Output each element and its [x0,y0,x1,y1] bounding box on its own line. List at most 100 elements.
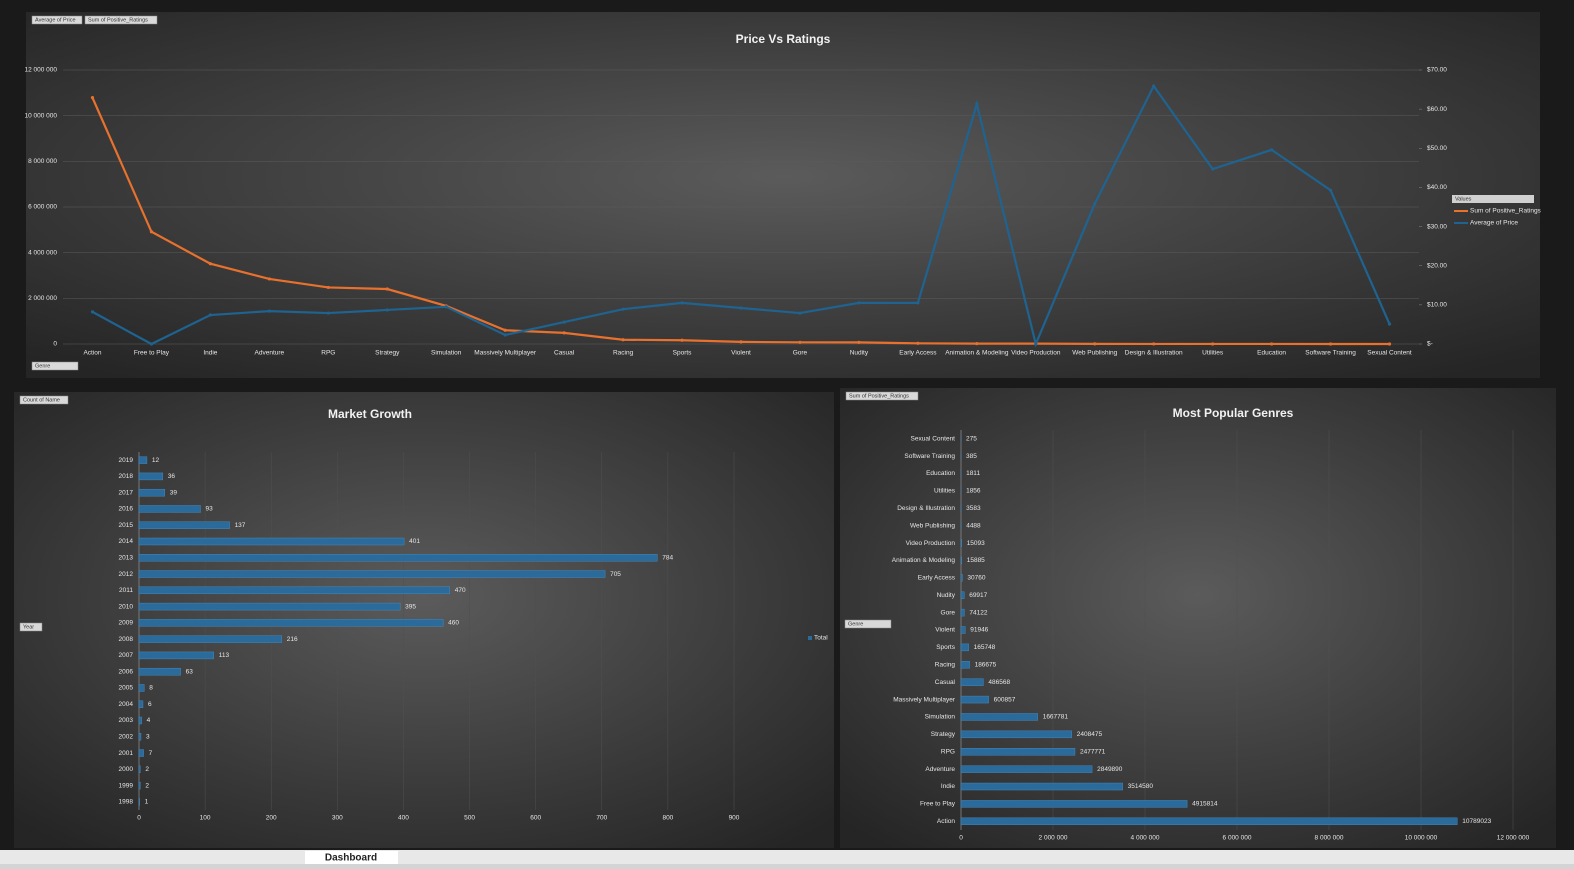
x-tick-label: Design & Illustration [1125,350,1183,357]
data-point [209,313,212,316]
data-point [327,286,330,289]
data-label: 3583 [966,505,981,512]
y2-tick-label: $70.00 [1427,67,1447,74]
data-point [1270,148,1273,151]
bar [139,473,163,480]
field-button-label[interactable]: Sum of Positive_Ratings [88,17,148,23]
data-point [1329,342,1332,345]
bar [961,800,1187,807]
x-tick-label: 400 [398,815,409,822]
y-tick-label: 2018 [119,473,134,480]
y-tick-label: 2005 [119,685,134,692]
data-label: 93 [205,506,213,513]
y-tick-label: Sports [936,644,956,651]
x-tick-label: 800 [662,815,673,822]
y-tick-label: Nudity [937,592,956,599]
data-point [563,320,566,323]
y-tick-label: 2016 [119,506,134,513]
y-tick-label: Racing [935,662,956,669]
data-point [268,310,271,313]
bar [139,701,143,708]
y-tick-label: 2012 [119,571,134,578]
bar [961,766,1092,773]
y-tick-label: 2000 [119,766,134,773]
y-tick-label: 2002 [119,733,134,740]
field-button-label[interactable]: Genre [35,363,50,369]
y-tick-label: 12 000 000 [24,67,57,74]
x-tick-label: Sports [673,350,693,357]
y-tick-label: Design & Illustration [897,505,955,512]
field-button-label[interactable]: Genre [848,621,863,627]
x-tick-label: Action [83,350,101,357]
x-tick-label: Strategy [375,350,400,357]
legend-swatch [808,636,812,640]
data-label: 39 [170,489,178,496]
y-tick-label: Adventure [925,766,955,773]
bar [961,627,965,634]
y-tick-label: 0 [53,341,57,348]
data-label: 74122 [969,609,987,616]
data-label: 2408475 [1077,731,1103,738]
data-point [1211,342,1214,345]
y-tick-label: Web Publishing [910,522,955,529]
x-tick-label: Nudity [850,350,869,357]
legend-label: Total [814,635,828,642]
x-tick-label: Video Production [1011,350,1061,357]
data-point [975,342,978,345]
bar [139,619,443,626]
data-point [1093,202,1096,205]
y-tick-label: 2 000 000 [28,295,57,302]
bar [139,733,141,740]
data-point [150,342,153,345]
field-button-label[interactable]: Count of Name [23,397,60,403]
sheet-tab-label[interactable]: Dashboard [325,853,377,864]
chart-title: Price Vs Ratings [736,32,831,46]
bar [139,538,404,545]
y-tick-label: Utilities [934,488,956,495]
y-tick-label: Indie [941,783,955,790]
x-tick-label: Free to Play [134,350,170,357]
data-point [975,102,978,105]
data-label: 7 [149,750,153,757]
data-label: 600857 [994,696,1016,703]
data-label: 460 [448,620,459,627]
y2-tick-label: $10.00 [1427,302,1447,309]
field-button-label[interactable]: Average of Price [35,17,76,23]
data-point [386,287,389,290]
y-tick-label: 2013 [119,554,134,561]
x-tick-label: Utilities [1202,350,1224,357]
data-point [621,308,624,311]
data-label: 401 [409,538,420,545]
bar [139,457,147,464]
y-tick-label: Free to Play [920,801,956,808]
x-tick-label: Adventure [255,350,285,357]
data-label: 165748 [974,644,996,651]
data-point [1329,189,1332,192]
legend-label: Sum of Positive_Ratings [1470,208,1542,215]
chart-area [26,12,1540,378]
data-label: 12 [152,457,160,464]
y-tick-label: Education [926,470,955,477]
y-tick-label: 2006 [119,668,134,675]
y-tick-label: Action [937,818,955,825]
field-button-label[interactable]: Year [23,624,34,630]
data-point [268,277,271,280]
y-tick-label: Gore [941,609,956,616]
y-tick-label: Massively Multiplayer [893,696,956,703]
data-point [91,96,94,99]
y-tick-label: RPG [941,748,955,755]
bar [139,587,450,594]
data-label: 1667781 [1043,714,1069,721]
data-point [150,230,153,233]
data-label: 4915814 [1192,801,1218,808]
y-tick-label: Strategy [931,731,956,738]
x-tick-label: 0 [137,815,141,822]
y-tick-label: 2019 [119,457,134,464]
bar [961,783,1123,790]
data-label: 1856 [966,488,981,495]
field-button-label[interactable]: Sum of Positive_Ratings [849,393,909,399]
data-label: 385 [966,453,977,460]
x-tick-label: Violent [731,350,751,357]
data-label: 15093 [967,540,985,547]
x-tick-label: Software Training [1305,350,1356,357]
